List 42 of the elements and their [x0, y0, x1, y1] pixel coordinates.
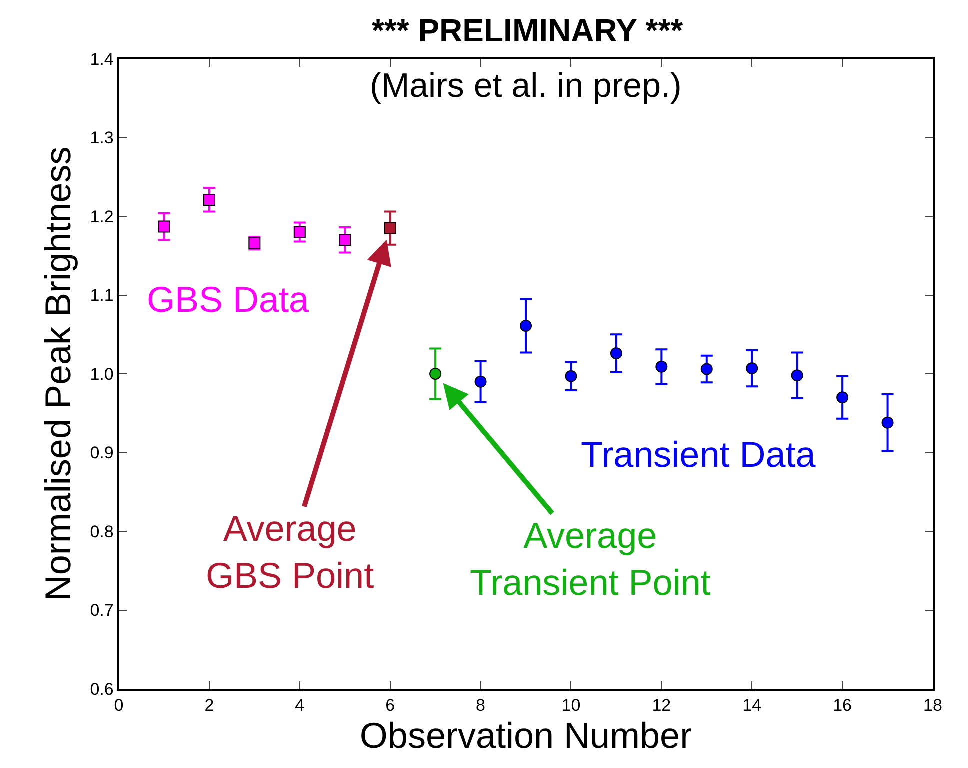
- point: [520, 320, 532, 332]
- text: Average GBS Point: [206, 508, 374, 596]
- point: [700, 363, 713, 376]
- y-tick-label: 1.2: [90, 207, 114, 226]
- point: [746, 362, 758, 374]
- x-tick-label: 0: [114, 696, 124, 716]
- x-tick-label: 6: [386, 696, 396, 716]
- series-label: GBS Data: [147, 279, 310, 320]
- point: [882, 416, 894, 429]
- x-tick-label: 16: [833, 696, 852, 716]
- y-axis-title: Normalised Peak Brightness: [38, 146, 79, 602]
- x-tick-label: 2: [204, 696, 214, 716]
- point: [158, 220, 170, 233]
- point: [791, 370, 804, 382]
- y-tick-label: 1.1: [90, 286, 114, 306]
- point: [430, 368, 442, 380]
- x-tick-label: 4: [295, 696, 305, 716]
- point: [836, 392, 849, 404]
- y-tick-label: 0.9: [90, 444, 114, 463]
- point: [610, 348, 622, 360]
- point: [384, 222, 396, 234]
- series-label: Transient Data: [581, 434, 817, 475]
- x-axis-title: Observation Number: [360, 715, 692, 756]
- point: [565, 370, 578, 382]
- point: [339, 234, 352, 246]
- y-tick-label: 1.3: [90, 128, 114, 148]
- y-tick-label: 1.4: [90, 50, 114, 69]
- y-tick-label: 0.8: [90, 522, 114, 542]
- annotation: (Mairs et al. in prep.): [370, 67, 682, 105]
- point: [474, 376, 487, 388]
- y-tick-label: 1.0: [90, 364, 114, 384]
- text: Average Transient Point: [470, 515, 711, 603]
- x-tick-label: 18: [924, 696, 942, 716]
- chart-title: *** PRELIMINARY ***: [372, 12, 684, 49]
- point: [203, 194, 216, 206]
- y-tick-label: 0.6: [90, 680, 114, 699]
- x-tick-label: 14: [742, 696, 762, 716]
- point: [656, 360, 668, 373]
- y-tick-label: 0.7: [90, 601, 114, 620]
- x-tick-label: 10: [562, 696, 581, 716]
- x-tick-label: 8: [476, 696, 486, 716]
- x-tick-label: 12: [652, 696, 672, 716]
